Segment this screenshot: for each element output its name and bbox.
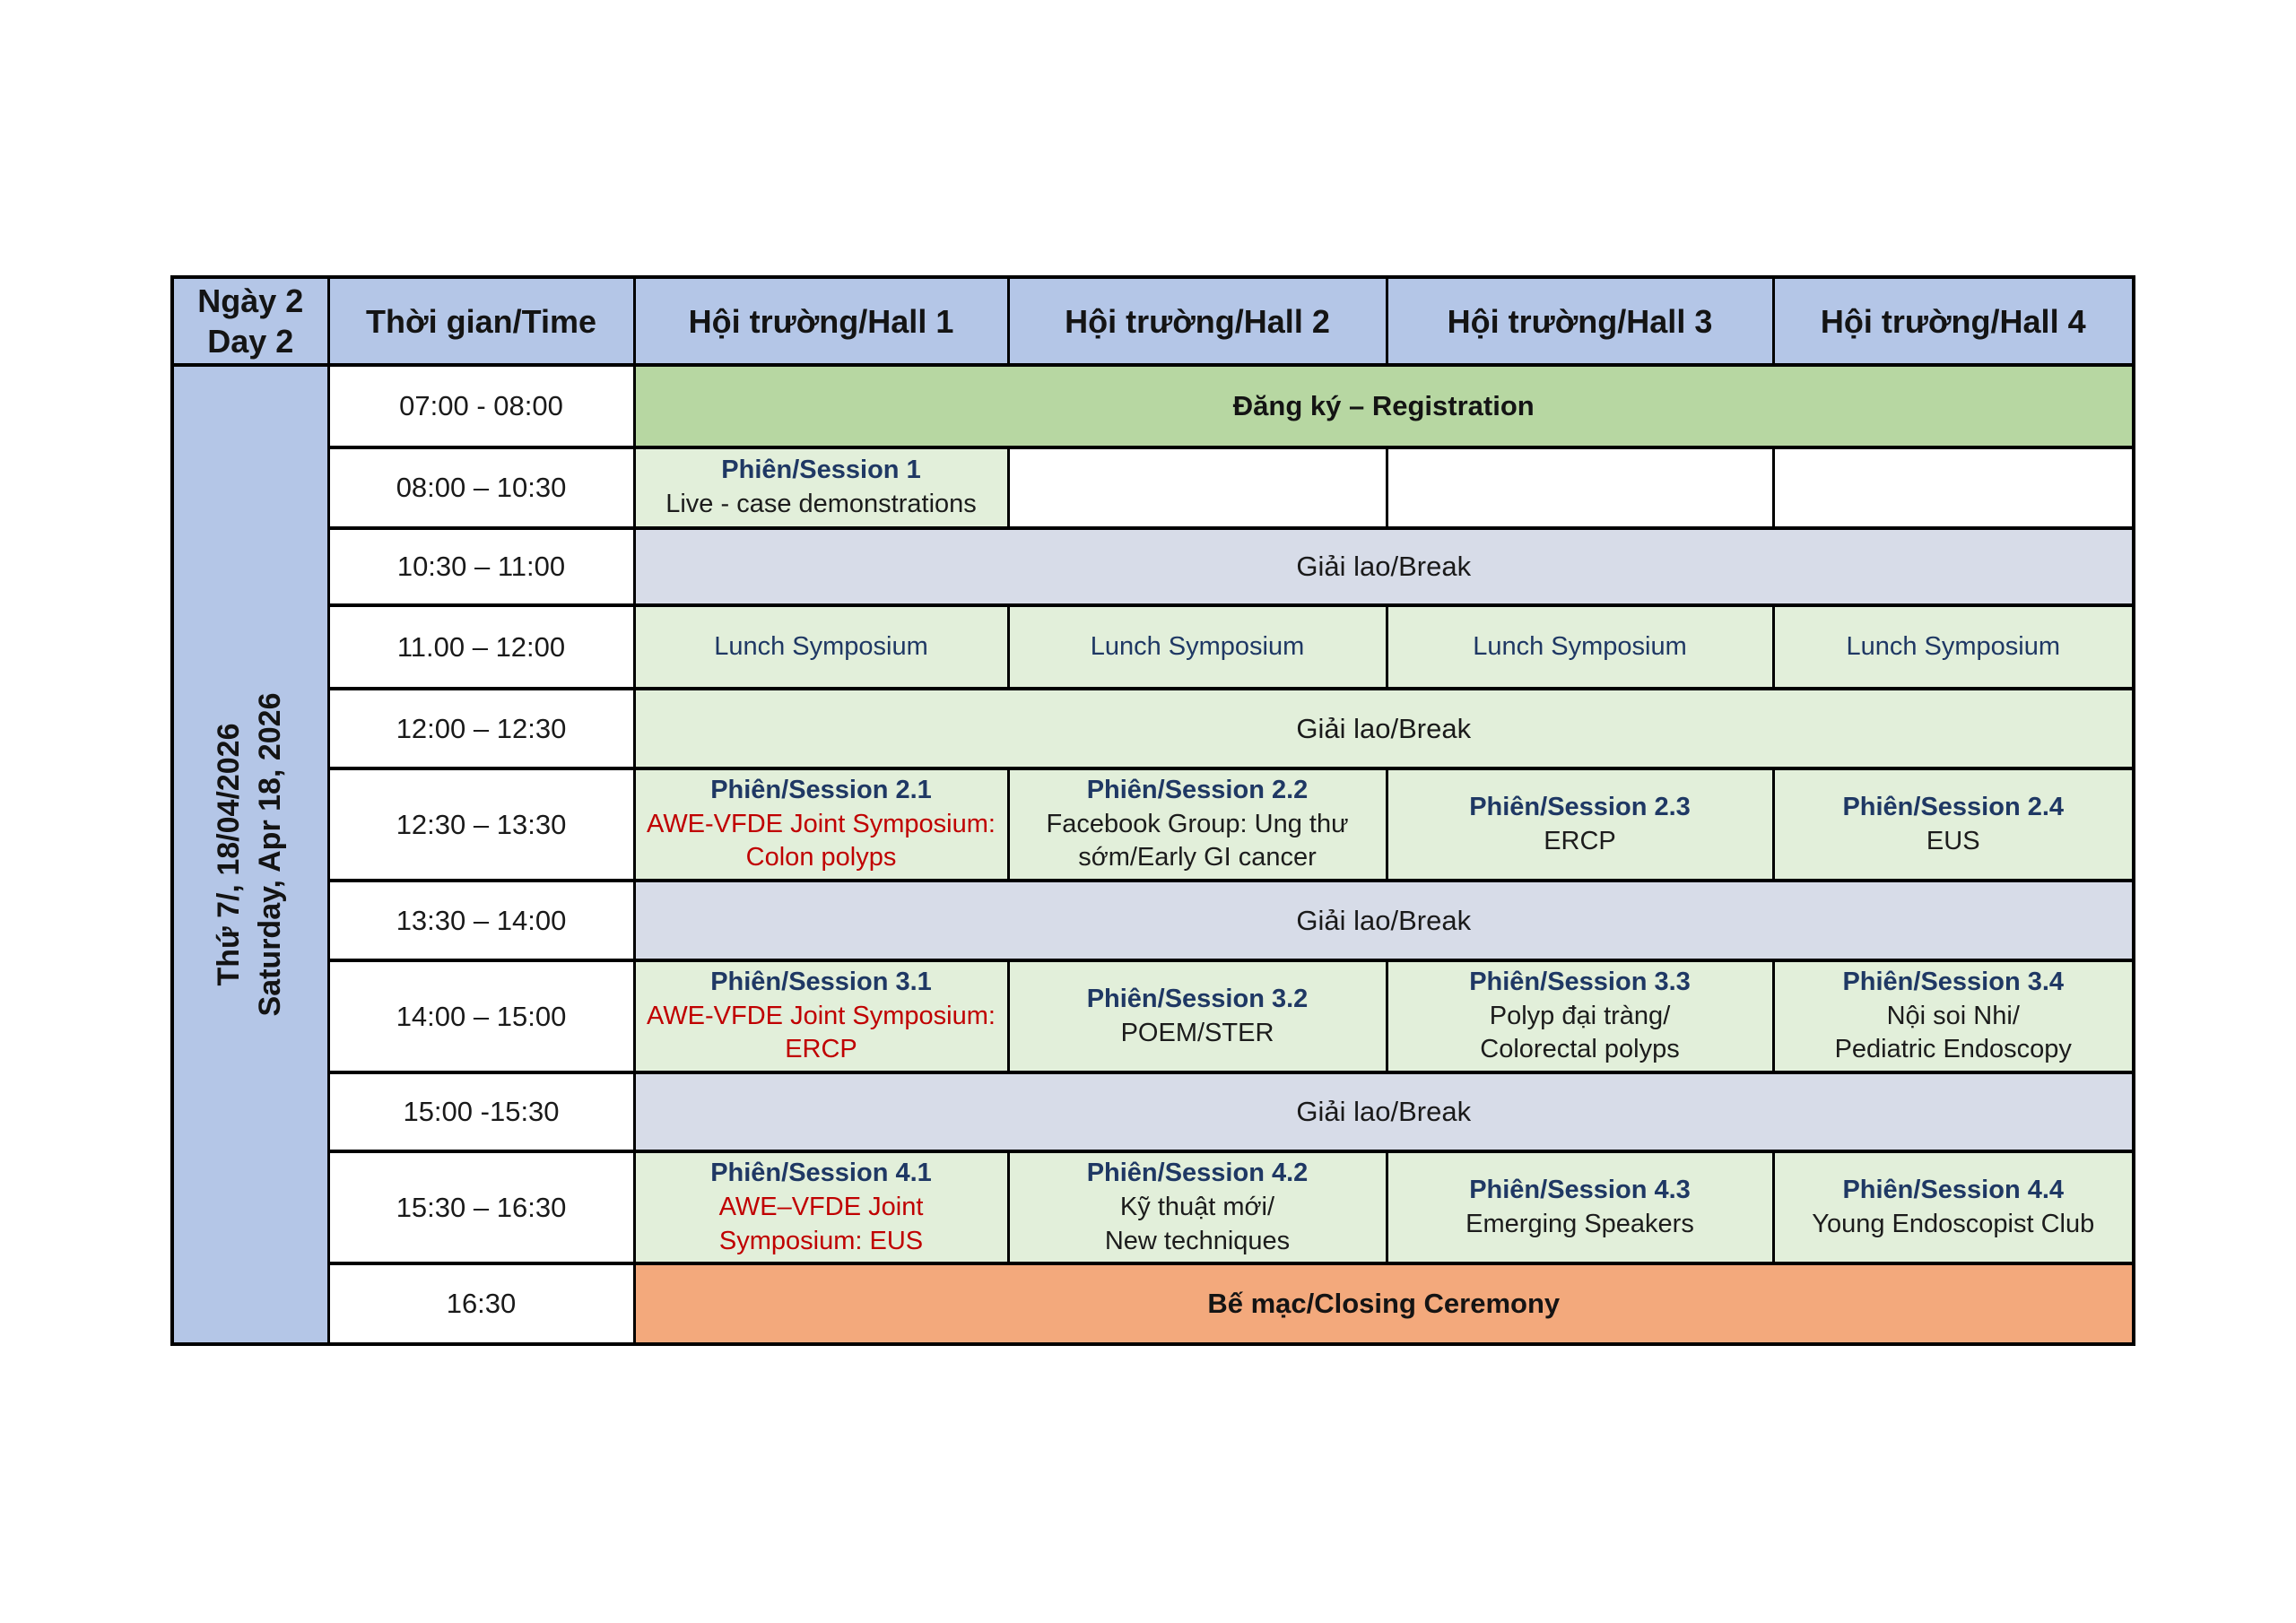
session-4-4-title: Phiên/Session 4.4 [1842,1175,2065,1204]
session-1-title: Phiên/Session 1 [721,456,921,485]
session-3-4-title: Phiên/Session 3.4 [1842,968,2065,997]
date-sidebar: Thứ 7/, 18/04/2026 Saturday, Apr 18, 202… [170,362,330,1347]
session-4-2-line2: New techniques [1104,1226,1291,1255]
session-4-4-cell: Phiên/Session 4.4 Young Endoscopist Club [1771,1150,2135,1266]
empty-cell-hall3 [1385,446,1775,530]
break-band: Giải lao/Break [632,687,2135,770]
row-break1: 10:30 – 11:00 Giải lao/Break [172,526,2135,607]
header-row: Ngày 2 Day 2 Thời gian/Time Hội trường/H… [170,275,2135,367]
row-registration: Thứ 7/, 18/04/2026 Saturday, Apr 18, 202… [170,362,2135,1347]
time-cell: 15:30 – 16:30 [326,1150,636,1266]
session-4-3-line1: Emerging Speakers [1465,1209,1694,1238]
row-break3: 13:30 – 14:00 Giải lao/Break [172,879,2135,963]
session-4-2-line1: Kỹ thuật mới/ [1119,1192,1275,1221]
session-2-3-cell: Phiên/Session 2.3 ERCP [1385,766,1775,883]
time-cell: 12:30 – 13:30 [326,766,636,883]
date-sidebar-line1: Thứ 7/, 18/04/2026 [212,723,247,986]
closing-ceremony-band: Bế mạc/Closing Ceremony [632,1262,2135,1347]
session-3-4-cell: Phiên/Session 3.4 Nội soi Nhi/ Pediatric… [1771,959,2135,1075]
schedule-table: Ngày 2 Day 2 Thời gian/Time Hội trường/H… [170,275,2135,1347]
session-4-3-cell: Phiên/Session 4.3 Emerging Speakers [1385,1150,1775,1266]
session-2-1-line1: AWE-VFDE Joint Symposium: [647,809,996,838]
session-2-1-cell: Phiên/Session 2.1 AWE-VFDE Joint Symposi… [632,766,1010,883]
row-lunch: 11.00 – 12:00 Lunch Symposium Lunch Symp… [172,603,2135,690]
break-band: Giải lao/Break [632,1071,2135,1154]
time-cell: 12:00 – 12:30 [326,687,636,770]
row-session2: 12:30 – 13:30 Phiên/Session 2.1 AWE-VFDE… [172,766,2135,883]
date-sidebar-line2: Saturday, Apr 18, 2026 [253,692,288,1017]
session-4-1-cell: Phiên/Session 4.1 AWE–VFDE Joint Symposi… [632,1150,1010,1266]
session-2-3-line1: ERCP [1544,826,1616,855]
session-1-line: Live - case demonstrations [665,490,977,518]
session-3-4-line2: Pediatric Endoscopy [1834,1035,2072,1064]
session-4-4-line1: Young Endoscopist Club [1812,1209,2095,1238]
time-cell: 16:30 [326,1262,636,1347]
registration-band: Đăng ký – Registration [632,363,2135,449]
session-3-4-line1: Nội soi Nhi/ [1886,1001,2020,1030]
session-4-1-title: Phiên/Session 4.1 [710,1159,932,1188]
row-session3: 14:00 – 15:00 Phiên/Session 3.1 AWE-VFDE… [172,959,2135,1075]
lunch-symposium-hall3: Lunch Symposium [1385,603,1775,690]
session-2-2-line1: Facebook Group: Ung thư [1046,809,1349,838]
session-2-2-cell: Phiên/Session 2.2 Facebook Group: Ung th… [1006,766,1388,883]
hall4-header-cell: Hội trường/Hall 4 [1771,275,2135,367]
day-header-line1: Ngày 2 [197,282,304,319]
row-closing: 16:30 Bế mạc/Closing Ceremony [172,1262,2135,1347]
hall1-header-cell: Hội trường/Hall 1 [632,275,1010,367]
session-2-1-line2: Colon polyps [745,843,897,872]
session-4-2-cell: Phiên/Session 4.2 Kỹ thuật mới/ New tech… [1006,1150,1388,1266]
session-4-1-line1: AWE–VFDE Joint [718,1192,924,1221]
session-2-3-title: Phiên/Session 2.3 [1469,792,1691,821]
session-3-3-line2: Colorectal polyps [1480,1035,1680,1064]
session-3-1-title: Phiên/Session 3.1 [710,968,932,997]
time-cell: 15:00 -15:30 [326,1071,636,1154]
hall2-header-cell: Hội trường/Hall 2 [1006,275,1388,367]
session-2-1-title: Phiên/Session 2.1 [710,776,932,804]
empty-cell-hall2 [1006,446,1388,530]
session-4-1-line2: Symposium: EUS [718,1226,924,1255]
session-3-2-cell: Phiên/Session 3.2 POEM/STER [1006,959,1388,1075]
row-break4: 15:00 -15:30 Giải lao/Break [172,1071,2135,1154]
session-2-2-line2: sớm/Early GI cancer [1078,843,1317,872]
row-session4: 15:30 – 16:30 Phiên/Session 4.1 AWE–VFDE… [172,1150,2135,1266]
day-header-line2: Day 2 [207,323,294,360]
session-4-3-title: Phiên/Session 4.3 [1469,1175,1691,1204]
session-3-1-cell: Phiên/Session 3.1 AWE-VFDE Joint Symposi… [632,959,1010,1075]
session-2-4-line1: EUS [1926,826,1980,855]
time-cell: 08:00 – 10:30 [326,446,636,530]
session-2-4-title: Phiên/Session 2.4 [1842,792,2065,821]
lunch-symposium-hall2: Lunch Symposium [1006,603,1388,690]
time-cell: 10:30 – 11:00 [326,526,636,607]
session-4-2-title: Phiên/Session 4.2 [1086,1159,1309,1188]
time-header-cell: Thời gian/Time [326,275,636,367]
break-band: Giải lao/Break [632,526,2135,607]
session-1-cell: Phiên/Session 1 Live - case demonstratio… [632,446,1010,530]
session-2-2-title: Phiên/Session 2.2 [1086,776,1309,804]
break-band: Giải lao/Break [632,879,2135,963]
date-sidebar-text: Thứ 7/, 18/04/2026 Saturday, Apr 18, 202… [209,693,291,1017]
lunch-symposium-hall1: Lunch Symposium [632,603,1010,690]
time-cell: 13:30 – 14:00 [326,879,636,963]
session-2-4-cell: Phiên/Session 2.4 EUS [1771,766,2135,883]
empty-cell-hall4 [1771,446,2135,530]
lunch-symposium-hall4: Lunch Symposium [1771,603,2135,690]
session-3-2-title: Phiên/Session 3.2 [1086,984,1309,1013]
time-cell: 14:00 – 15:00 [326,959,636,1075]
time-cell: 07:00 - 08:00 [326,363,636,449]
row-session1: 08:00 – 10:30 Phiên/Session 1 Live - cas… [172,446,2135,530]
hall3-header-cell: Hội trường/Hall 3 [1385,275,1775,367]
session-3-3-line1: Polyp đại tràng/ [1489,1001,1671,1030]
session-3-2-line1: POEM/STER [1120,1018,1274,1047]
time-cell: 11.00 – 12:00 [326,603,636,690]
day-header-cell: Ngày 2 Day 2 [170,275,330,367]
session-3-3-title: Phiên/Session 3.3 [1469,968,1691,997]
session-3-1-line1: AWE-VFDE Joint Symposium: [647,1001,996,1030]
session-3-1-line2: ERCP [785,1035,857,1064]
row-break2: 12:00 – 12:30 Giải lao/Break [172,687,2135,770]
session-3-3-cell: Phiên/Session 3.3 Polyp đại tràng/ Color… [1385,959,1775,1075]
